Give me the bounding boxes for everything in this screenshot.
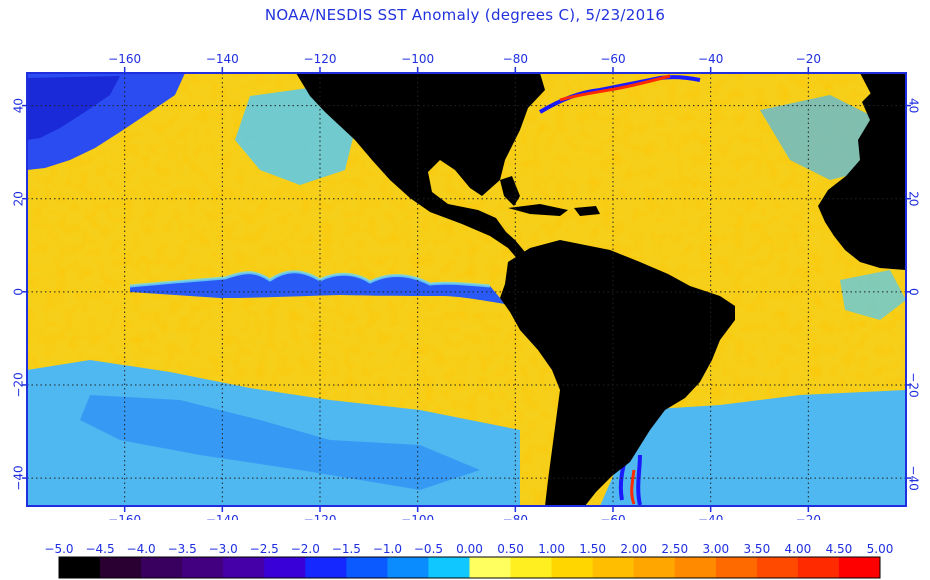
- colorbar-swatch: [305, 557, 347, 578]
- colorbar-swatch: [715, 557, 758, 578]
- map-plot-area: −160 −140 −120 −100 −80 −60 −40 −20 −160 −140 −12…: [12, 52, 921, 520]
- colorbar-swatch: [633, 557, 676, 578]
- latitude-labels-right: 40 20 0 −20 −40: [907, 98, 921, 491]
- colorbar-label: 2.00: [620, 542, 647, 556]
- colorbar-swatch: [346, 557, 388, 578]
- hispaniola-land: [574, 206, 600, 216]
- colorbar-swatch: [551, 557, 594, 578]
- colorbar-swatch: [838, 557, 881, 578]
- longitude-labels-top: −160 −140 −120 −100 −80 −60 −40 −20: [108, 52, 821, 66]
- longitude-tick-label: −100: [401, 52, 434, 66]
- colorbar-swatch: [510, 557, 553, 578]
- latitude-tick-label: −20: [907, 372, 921, 397]
- latitude-tick-label: −40: [12, 465, 26, 490]
- europe-africa-land: [818, 73, 906, 270]
- colorbar-label: 3.50: [743, 542, 770, 556]
- longitude-tick-label: −140: [206, 513, 239, 520]
- colorbar-label: −4.5: [85, 542, 114, 556]
- latitude-tick-label: 20: [907, 191, 921, 206]
- colorbar-label: 3.00: [702, 542, 729, 556]
- latitude-tick-label: 0: [12, 288, 26, 296]
- colorbar-swatch: [797, 557, 840, 578]
- colorbar-label: −1.5: [332, 542, 361, 556]
- colorbar-label: 1.50: [579, 542, 606, 556]
- cool-region-south-pacific-deep: [80, 395, 480, 490]
- colorbar-label: 2.50: [661, 542, 688, 556]
- cool-region-south-atlantic: [600, 390, 906, 506]
- colorbar-label: −1.0: [373, 542, 402, 556]
- colorbar-swatch: [100, 557, 142, 578]
- colorbar-swatch: [387, 557, 429, 578]
- longitude-tick-label: −120: [304, 52, 337, 66]
- colorbar-swatches: [58, 556, 881, 579]
- colorbar-swatch: [756, 557, 799, 578]
- colorbar-swatch: [141, 557, 183, 578]
- longitude-tick-label: −20: [796, 52, 821, 66]
- greenland-land: [860, 73, 906, 110]
- colorbar-swatch: [674, 557, 717, 578]
- colorbar-label: −3.5: [168, 542, 197, 556]
- colorbar-label: 4.00: [785, 542, 812, 556]
- longitude-tick-label: −160: [108, 52, 141, 66]
- longitude-tick-label: −40: [698, 52, 723, 66]
- equatorial-cold-tongue: [130, 271, 505, 304]
- longitude-tick-label: −140: [206, 52, 239, 66]
- equatorial-cold-tongue-halo: [129, 270, 491, 288]
- colorbar-label: 4.50: [826, 542, 853, 556]
- longitude-tick-label: −80: [503, 52, 528, 66]
- longitude-labels-bottom: −160 −140 −120 −100 −80 −60 −40 −20: [108, 513, 821, 520]
- longitude-tick-label: −160: [108, 513, 141, 520]
- longitude-tick-label: −80: [503, 513, 528, 520]
- colorbar-label: −2.5: [250, 542, 279, 556]
- colorbar-label: −2.0: [291, 542, 320, 556]
- map-frame: [26, 72, 907, 507]
- south-america-land: [500, 240, 735, 506]
- colorbar-frame: [58, 556, 881, 579]
- colorbar-swatch: [182, 557, 224, 578]
- gulf-stream-warm-core: [559, 74, 671, 102]
- colorbar-label: −4.0: [127, 542, 156, 556]
- colorbar-swatch: [592, 557, 635, 578]
- cool-region-northwest-atlantic: [760, 95, 880, 180]
- longitude-tick-label: −120: [304, 513, 337, 520]
- longitude-tick-label: −60: [600, 52, 625, 66]
- colorbar-swatch: [264, 557, 306, 578]
- colorbar-swatch: [59, 557, 101, 578]
- cool-region-equatorial-east-atlantic: [840, 270, 906, 320]
- longitude-tick-label: −60: [600, 513, 625, 520]
- colorbar-label: −5.0: [44, 542, 73, 556]
- colorbar-label: 5.00: [867, 542, 894, 556]
- colorbar-label: 1.00: [538, 542, 565, 556]
- longitude-tick-label: −100: [401, 513, 434, 520]
- longitude-tick-label: −20: [796, 513, 821, 520]
- colorbar-label: −0.5: [414, 542, 443, 556]
- cuba-land: [508, 204, 568, 216]
- falklands-warm-core: [630, 469, 636, 505]
- colorbar-label: 0.00: [456, 542, 483, 556]
- florida-land: [500, 176, 520, 206]
- longitude-tick-label: −40: [698, 513, 723, 520]
- sst-anomaly-map: −160 −140 −120 −100 −80 −60 −40 −20 −160 −140 −12…: [12, 52, 921, 520]
- north-america-land: [296, 73, 545, 262]
- map-title: NOAA/NESDIS SST Anomaly (degrees C), 5/2…: [264, 6, 666, 24]
- latitude-tick-label: 40: [907, 98, 921, 113]
- colorbar-swatch: [469, 557, 512, 578]
- latitude-tick-label: 20: [12, 191, 26, 206]
- latitude-tick-label: 0: [907, 288, 921, 296]
- latitude-labels-left: 40 20 0 −20 −40: [12, 98, 26, 491]
- colorbar-swatch: [428, 557, 470, 578]
- cold-region-northeast-pacific-inner: [27, 76, 120, 140]
- colorbar-swatch: [223, 557, 265, 578]
- latitude-tick-label: −40: [907, 465, 921, 490]
- latitude-tick-label: 40: [12, 98, 26, 113]
- colorbar-label: −3.0: [209, 542, 238, 556]
- latitude-tick-label: −20: [12, 372, 26, 397]
- colorbar-labels: −5.0 −4.5 −4.0 −3.5 −3.0 −2.5 −2.0 −1.5 −1.0 −0.5…: [44, 542, 893, 556]
- colorbar-label: 0.50: [497, 542, 524, 556]
